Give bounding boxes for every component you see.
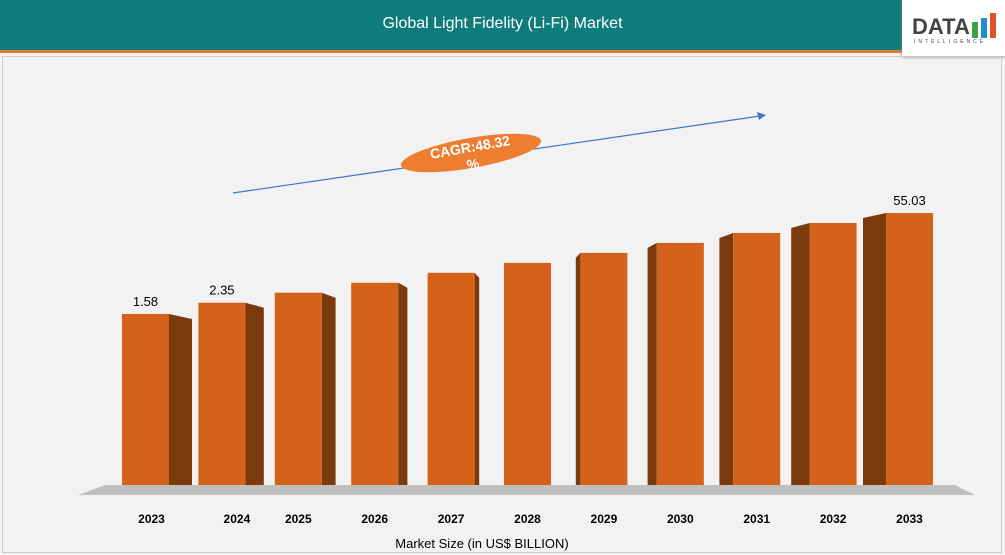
- bar-side: [398, 282, 408, 485]
- bar-2025: [274, 292, 322, 485]
- bar-side: [791, 222, 810, 485]
- header-bar: Global Light Fidelity (Li-Fi) Market: [0, 0, 1005, 53]
- floor: [78, 485, 975, 495]
- x-tick-label: 2028: [514, 512, 541, 526]
- bar-2026: [351, 282, 399, 485]
- bar-2023: [122, 314, 169, 485]
- data-label: 1.58: [133, 294, 158, 309]
- x-tick-label: 2031: [743, 512, 770, 526]
- bar-side: [647, 242, 657, 485]
- bar-side: [575, 252, 581, 485]
- x-axis-label: Market Size (in US$ BILLION): [395, 536, 568, 551]
- bar-side: [169, 314, 192, 485]
- bar-2027: [427, 272, 475, 485]
- cagr-annotation: CAGR:48.32%: [401, 132, 541, 173]
- arrow-head: [757, 112, 766, 120]
- x-tick-label: 2023: [138, 512, 165, 526]
- x-tick-label: 2027: [438, 512, 465, 526]
- bar-2031: [733, 232, 781, 485]
- bar-side: [474, 272, 480, 485]
- bar-2033: [886, 213, 933, 485]
- chart-title: Global Light Fidelity (Li-Fi) Market: [382, 15, 623, 32]
- logo: DATA INTELLIGENCE: [902, 0, 1005, 56]
- bar-side: [863, 213, 886, 485]
- data-label: 2.35: [209, 283, 234, 298]
- svg-text:DATA: DATA: [912, 14, 970, 39]
- x-tick-label: 2032: [820, 512, 847, 526]
- chart-frame: [2, 56, 1002, 553]
- x-tick-label: 2029: [591, 512, 618, 526]
- bar-2032: [809, 222, 857, 485]
- x-tick-label: 2026: [361, 512, 388, 526]
- svg-text:INTELLIGENCE: INTELLIGENCE: [914, 39, 986, 45]
- x-tick-label: 2030: [667, 512, 694, 526]
- bar-side: [245, 302, 264, 485]
- bar-2028: [504, 262, 551, 485]
- x-tick-label: 2033: [896, 512, 923, 526]
- x-tick-label: 2025: [285, 512, 312, 526]
- bar-side: [321, 292, 336, 485]
- x-tick-label: 2024: [224, 512, 251, 526]
- logo-graphic: DATA INTELLIGENCE: [912, 13, 996, 45]
- data-label: 55.03: [893, 193, 926, 208]
- bar-2024: [198, 302, 246, 485]
- bar-2029: [580, 252, 628, 485]
- bar-side: [719, 232, 734, 485]
- bar-2030: [656, 242, 704, 485]
